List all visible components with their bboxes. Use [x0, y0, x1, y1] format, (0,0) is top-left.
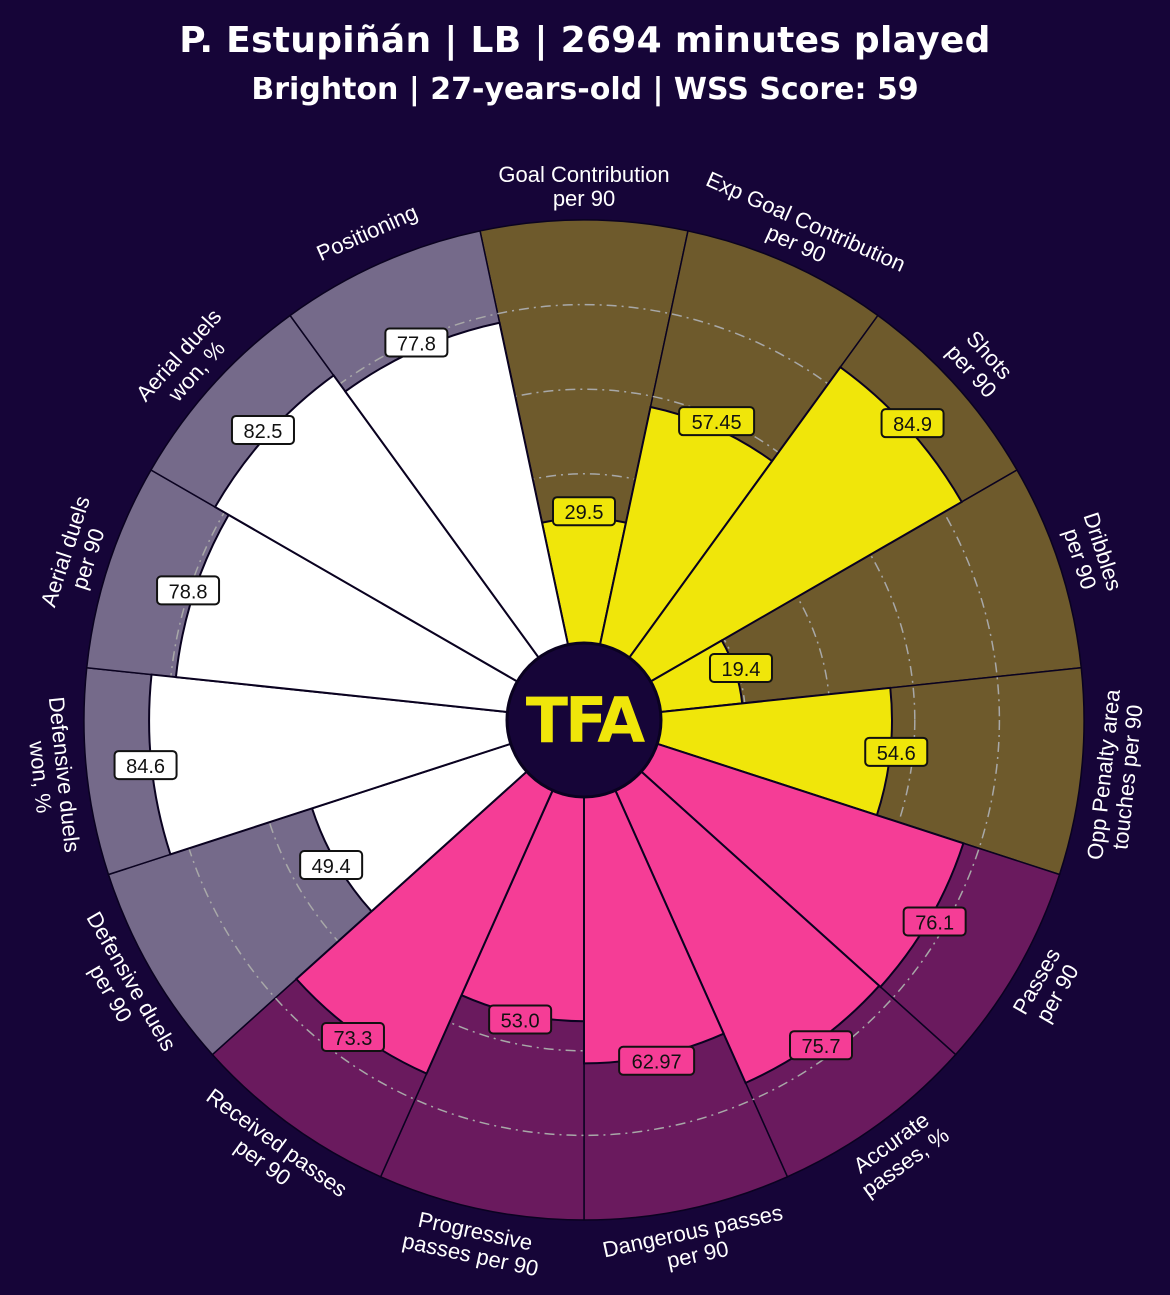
tfa-logo: TFA: [526, 684, 646, 757]
value-label: 75.7: [789, 1030, 854, 1061]
value-label: 77.8: [384, 327, 449, 358]
svg-text:78.8: 78.8: [169, 581, 208, 603]
svg-text:Opp Penalty areatouches per 90: Opp Penalty areatouches per 90: [1082, 687, 1149, 863]
svg-text:76.1: 76.1: [915, 912, 954, 934]
value-label: 78.8: [156, 575, 221, 606]
value-label: 84.9: [880, 408, 945, 439]
svg-text:62.97: 62.97: [632, 1052, 682, 1074]
svg-text:Goal Contributionper 90: Goal Contribution per 90: [498, 162, 669, 211]
svg-text:77.8: 77.8: [397, 334, 436, 356]
value-label: 82.5: [230, 414, 295, 445]
svg-text:84.9: 84.9: [893, 414, 932, 436]
svg-text:53.0: 53.0: [501, 1010, 540, 1032]
value-label: 62.97: [618, 1045, 696, 1076]
svg-text:75.7: 75.7: [802, 1036, 841, 1058]
chart-title: P. Estupiñán | LB | 2694 minutes played: [179, 20, 991, 61]
value-label: 54.6: [864, 736, 929, 767]
svg-text:73.3: 73.3: [333, 1028, 372, 1050]
category-label: Opp Penalty areatouches per 90: [1082, 687, 1149, 863]
value-label: 53.0: [488, 1004, 553, 1035]
center-logo-circle: [505, 641, 663, 799]
value-label: 76.1: [902, 906, 967, 937]
svg-text:Defensive duelswon, %: Defensive duelswon, %: [20, 695, 85, 856]
category-label: Goal Contribution per 90: [498, 162, 669, 211]
svg-text:19.4: 19.4: [722, 659, 761, 681]
svg-text:84.6: 84.6: [126, 756, 165, 778]
category-label: Defensive duelswon, %: [20, 695, 85, 856]
value-label: 73.3: [320, 1021, 385, 1052]
svg-text:29.5: 29.5: [565, 502, 604, 524]
svg-text:49.4: 49.4: [312, 856, 351, 878]
value-label: 29.5: [552, 496, 616, 527]
svg-text:57.45: 57.45: [692, 412, 742, 434]
value-label: 57.45: [678, 406, 756, 437]
value-label: 19.4: [708, 652, 773, 683]
value-label: 84.6: [113, 750, 178, 781]
value-label: 49.4: [299, 849, 364, 880]
svg-text:82.5: 82.5: [244, 421, 283, 443]
chart-subtitle: Brighton | 27-years-old | WSS Score: 59: [251, 72, 919, 107]
svg-text:54.6: 54.6: [877, 743, 916, 765]
